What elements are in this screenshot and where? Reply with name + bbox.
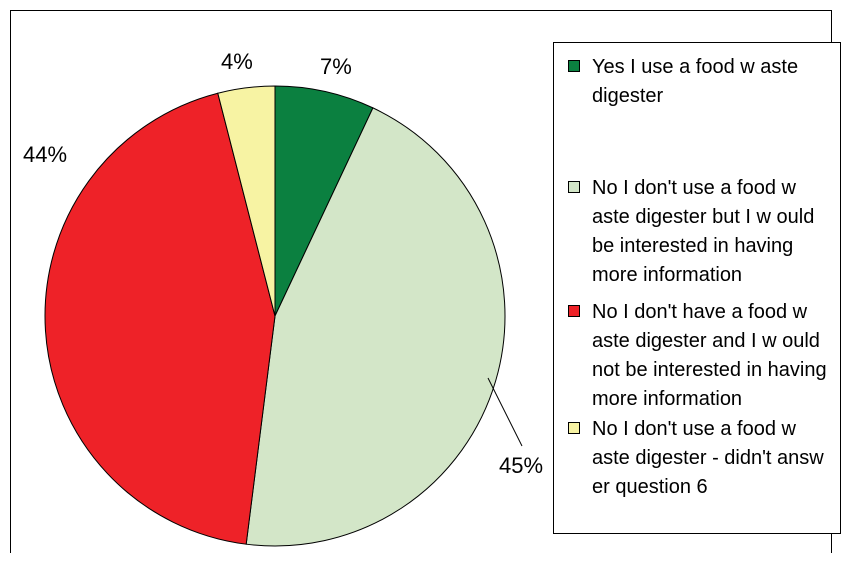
legend-swatch [568, 60, 580, 72]
legend-item-2: No I don't use a food w aste digester bu… [568, 174, 833, 290]
legend-label: Yes I use a food w aste digester [592, 53, 833, 111]
legend-label: No I don't use a food w aste digester bu… [592, 174, 833, 290]
leader-line-slice-2 [488, 378, 522, 446]
legend-label: No I don't have a food w aste digester a… [592, 298, 833, 414]
legend-swatch [568, 305, 580, 317]
legend-item-1: Yes I use a food w aste digester [568, 53, 833, 111]
legend-item-3: No I don't have a food w aste digester a… [568, 298, 833, 414]
legend-item-4: No I don't use a food w aste digester - … [568, 415, 833, 502]
pie-slices [45, 86, 505, 546]
data-label-slice-4: 4% [221, 49, 253, 74]
legend-label: No I don't use a food w aste digester - … [592, 415, 833, 502]
data-label-slice-2: 45% [499, 453, 543, 478]
legend-swatch [568, 422, 580, 434]
data-label-slice-3: 44% [23, 142, 67, 167]
data-label-slice-1: 7% [320, 54, 352, 79]
legend-swatch [568, 181, 580, 193]
legend: Yes I use a food w aste digester No I do… [553, 42, 841, 534]
